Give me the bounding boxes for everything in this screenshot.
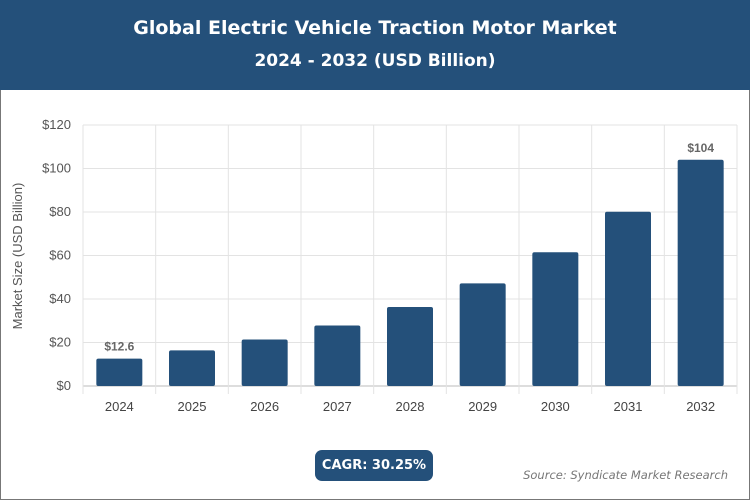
bar-2031: [605, 211, 651, 386]
y-tick-label: $0: [57, 378, 71, 393]
data-label: $104: [687, 141, 714, 155]
cagr-badge: CAGR: 30.25%: [315, 450, 433, 481]
y-axis-label: Market Size (USD Billion): [10, 183, 25, 330]
x-tick-label: 2026: [250, 399, 279, 414]
x-tick-label: 2024: [105, 399, 134, 414]
x-tick-label: 2031: [614, 399, 643, 414]
bar-2029: [459, 283, 506, 386]
y-tick-label: $60: [49, 248, 71, 263]
x-tick-label: 2025: [178, 399, 207, 414]
bar-2025: [169, 350, 215, 386]
x-tick-label: 2029: [468, 399, 497, 414]
bar-2026: [241, 339, 288, 386]
y-tick-label: $100: [42, 161, 71, 176]
x-tick-label: 2028: [396, 399, 425, 414]
chart-header: Global Electric Vehicle Traction Motor M…: [0, 0, 750, 90]
bar-2032: [677, 159, 724, 386]
y-tick-label: $40: [49, 291, 71, 306]
y-tick-label: $20: [49, 335, 71, 350]
y-tick-label: $80: [49, 204, 71, 219]
bar-2028: [387, 307, 433, 386]
x-tick-label: 2032: [686, 399, 715, 414]
x-tick-label: 2030: [541, 399, 570, 414]
x-tick-label: 2027: [323, 399, 352, 414]
source-note: Source: Syndicate Market Research: [523, 468, 728, 482]
chart-subtitle: 2024 - 2032 (USD Billion): [254, 51, 496, 71]
bar-2030: [532, 252, 579, 386]
chart-title: Global Electric Vehicle Traction Motor M…: [133, 17, 617, 39]
y-tick-label: $120: [42, 117, 71, 132]
bar-2024: [96, 358, 143, 386]
bar-2027: [314, 325, 361, 386]
data-label: $12.6: [104, 340, 134, 354]
